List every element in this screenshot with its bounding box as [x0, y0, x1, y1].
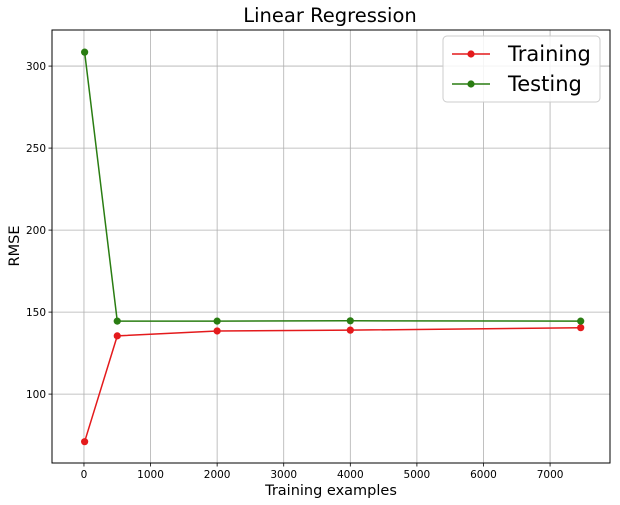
- legend-label: Training: [507, 42, 591, 66]
- data-point-training: [81, 438, 89, 446]
- y-axis-title: RMSE: [7, 226, 23, 267]
- x-tick-label: 1000: [137, 469, 164, 481]
- series-line-training: [83, 326, 581, 442]
- data-point-training: [346, 326, 354, 334]
- x-axis-title: Training examples: [264, 483, 397, 499]
- chart-title: Linear Regression: [243, 4, 416, 27]
- data-point-testing: [213, 317, 221, 325]
- data-point-training: [113, 332, 121, 340]
- data-point-testing: [81, 48, 89, 56]
- data-point-testing: [346, 317, 354, 325]
- series-layer: [81, 48, 585, 446]
- legend-label: Testing: [507, 72, 582, 96]
- plot-frame: [51, 29, 611, 464]
- legend-marker: [467, 50, 475, 58]
- x-tick-label: 5000: [404, 469, 431, 481]
- y-tick-label: 200: [26, 225, 46, 237]
- x-tick-label: 4000: [337, 469, 364, 481]
- series-training: [81, 324, 585, 446]
- x-tick-label: 6000: [470, 469, 497, 481]
- legend-marker: [467, 80, 475, 88]
- legend-box: [442, 35, 601, 103]
- data-point-training: [577, 324, 585, 332]
- x-tick-label: 0: [81, 469, 88, 481]
- series-testing: [81, 48, 585, 325]
- legend: Training Testing: [442, 35, 601, 103]
- axis-ticks: 0 1000 2000 3000 4000 5000 6000 7000 100 150 200 25…: [26, 61, 563, 481]
- y-tick-label: 250: [26, 143, 46, 155]
- data-point-testing: [577, 317, 585, 325]
- data-point-testing: [113, 317, 121, 325]
- x-tick-label: 7000: [537, 469, 564, 481]
- data-point-training: [213, 327, 221, 335]
- y-tick-label: 150: [26, 307, 46, 319]
- y-tick-label: 100: [26, 389, 46, 401]
- y-tick-label: 300: [26, 61, 46, 73]
- legend-item-training: Training: [452, 42, 591, 66]
- x-tick-label: 2000: [204, 469, 231, 481]
- x-tick-label: 3000: [270, 469, 297, 481]
- legend-item-testing: Testing: [452, 72, 582, 96]
